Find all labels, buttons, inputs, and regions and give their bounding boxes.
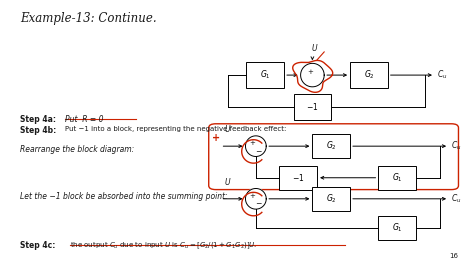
- Polygon shape: [246, 189, 266, 209]
- Text: $G_1$: $G_1$: [260, 69, 271, 81]
- Bar: [293, 94, 331, 120]
- Bar: [279, 166, 317, 190]
- Text: $C_u$: $C_u$: [451, 140, 462, 152]
- Text: 16: 16: [449, 253, 458, 259]
- Text: Step 4b:: Step 4b:: [20, 126, 56, 135]
- Text: +: +: [249, 193, 255, 199]
- Bar: [312, 187, 350, 211]
- Text: Example-13: Continue.: Example-13: Continue.: [20, 12, 157, 25]
- Bar: [312, 134, 350, 158]
- Text: $G_2$: $G_2$: [326, 140, 337, 152]
- Text: Put  R = 0: Put R = 0: [65, 115, 103, 124]
- Text: $U$: $U$: [224, 123, 231, 134]
- Text: $G_2$: $G_2$: [326, 193, 337, 205]
- Text: the output $C_u$ due to input $U$ is $C_u = [G_2/(1 + G_1G_2)]U$.: the output $C_u$ due to input $U$ is $C_…: [70, 241, 257, 251]
- Text: +: +: [307, 69, 313, 74]
- Text: Step 4a:: Step 4a:: [20, 115, 56, 124]
- Text: $C_u$: $C_u$: [451, 193, 462, 205]
- Text: $U$: $U$: [311, 42, 319, 53]
- Bar: [246, 62, 284, 88]
- Bar: [378, 166, 416, 190]
- Text: $U$: $U$: [224, 176, 231, 187]
- Polygon shape: [246, 136, 266, 156]
- Text: −: −: [255, 200, 261, 209]
- Text: $G_2$: $G_2$: [364, 69, 374, 81]
- Text: Rearrange the block diagram:: Rearrange the block diagram:: [20, 145, 135, 154]
- Text: +: +: [212, 133, 220, 143]
- Text: $G_1$: $G_1$: [392, 222, 402, 234]
- Bar: [378, 216, 416, 240]
- Text: Step 4c:: Step 4c:: [20, 241, 55, 250]
- Text: $-1$: $-1$: [292, 172, 304, 183]
- Text: +: +: [249, 140, 255, 146]
- Text: Let the −1 block be absorbed into the summing point:: Let the −1 block be absorbed into the su…: [20, 192, 228, 201]
- Polygon shape: [301, 63, 324, 87]
- Text: $-1$: $-1$: [306, 101, 319, 112]
- Text: Put −1 into a block, representing the negative feedback effect:: Put −1 into a block, representing the ne…: [65, 126, 286, 132]
- Bar: [350, 62, 388, 88]
- Text: $G_1$: $G_1$: [392, 172, 402, 184]
- Text: −: −: [255, 147, 261, 156]
- Text: $C_u$: $C_u$: [438, 69, 448, 81]
